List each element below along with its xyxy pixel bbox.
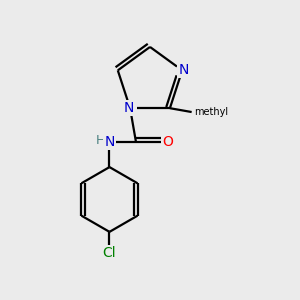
Text: N: N [104,135,115,149]
Text: Cl: Cl [103,246,116,260]
Text: N: N [178,63,189,77]
Text: N: N [123,101,134,115]
Text: H: H [95,134,105,147]
Text: methyl: methyl [194,107,228,117]
Text: O: O [162,135,173,149]
